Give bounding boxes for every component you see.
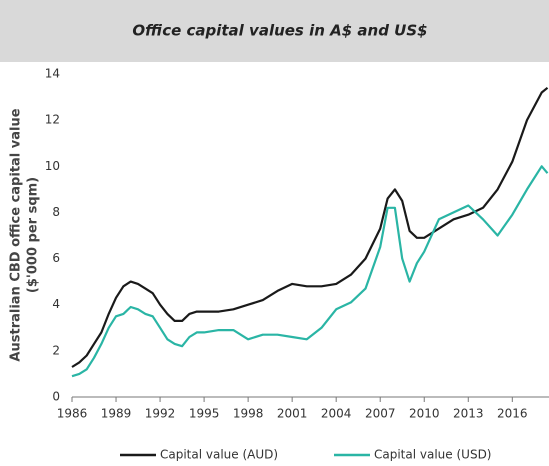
- x-tick-label: 2010: [409, 407, 440, 421]
- line-series: [71, 86, 549, 368]
- y-tick-label: 14: [45, 67, 60, 81]
- x-tick-label: 1989: [101, 407, 132, 421]
- x-tick-label: 1986: [57, 407, 88, 421]
- y-tick-label: 12: [45, 113, 60, 127]
- x-tick-label: 2001: [277, 407, 308, 421]
- title-bar: [0, 0, 549, 62]
- x-tick-label: 1992: [145, 407, 176, 421]
- legend-label: Capital value (AUD): [160, 448, 278, 462]
- x-tick-label: 1995: [189, 407, 220, 421]
- line-series: [71, 165, 549, 378]
- y-tick-label: 6: [52, 251, 60, 265]
- chart-title: Office capital values in A$ and US$: [132, 22, 427, 40]
- y-axis-label: ($'000 per sqm): [26, 177, 41, 293]
- y-axis-label: Australian CBD office capital value: [9, 108, 24, 361]
- y-tick-label: 10: [45, 159, 60, 173]
- x-tick-label: 2007: [365, 407, 396, 421]
- x-tick-label: 1998: [233, 407, 264, 421]
- x-tick-label: 2016: [497, 407, 528, 421]
- x-tick-label: 2004: [321, 407, 352, 421]
- legend-label: Capital value (USD): [374, 448, 492, 462]
- y-tick-label: 0: [52, 390, 60, 404]
- x-tick-label: 2013: [453, 407, 484, 421]
- y-tick-label: 4: [52, 297, 60, 311]
- y-tick-label: 2: [52, 343, 60, 357]
- y-tick-label: 8: [52, 205, 60, 219]
